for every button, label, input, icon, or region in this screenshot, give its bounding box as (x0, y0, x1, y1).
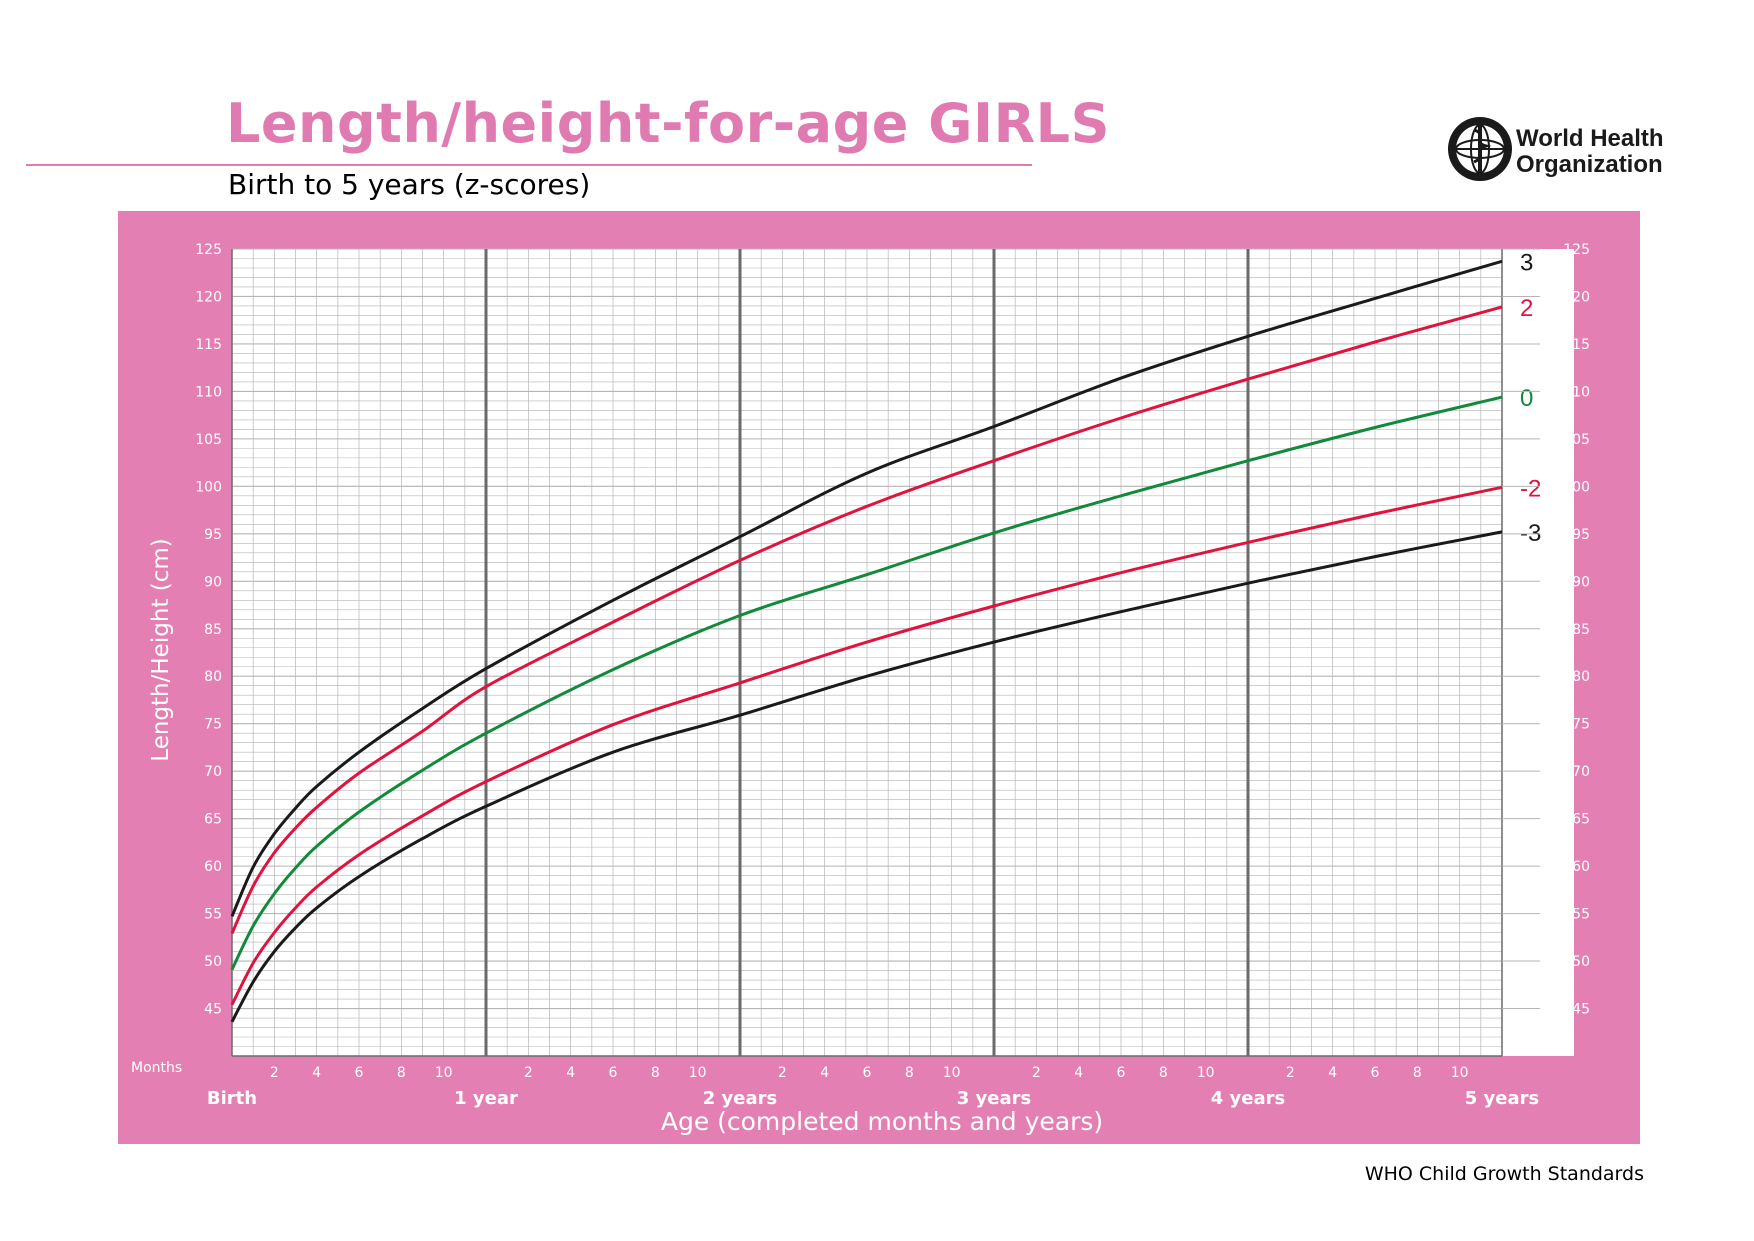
y-tick-label: 100 (195, 479, 222, 495)
x-axis: 2 4 6 8 10 2 4 6 8 10 2 4 6 8 10 2 4 6 8 10 2 4 6 8 10 Birth 1 yea… (207, 1065, 1539, 1109)
y-tick-label-right: 85 (1572, 622, 1590, 638)
month-tick-label: 2 (1286, 1065, 1295, 1081)
y-tick-label-right: 50 (1572, 954, 1590, 970)
y-tick-label-right: 125 (1563, 242, 1590, 258)
year-label: Birth (207, 1088, 257, 1109)
y-tick-label: 115 (195, 337, 222, 353)
grid-fine (231, 248, 1503, 1057)
y-axis-right: 45 50 55 60 65 70 75 80 85 90 95 100 105 110 115 120 125 (1502, 242, 1590, 1018)
y-tick-label-right: 70 (1572, 764, 1590, 780)
y-tick-label-right: 115 (1563, 337, 1590, 353)
month-tick-label: 6 (1371, 1065, 1380, 1081)
y-tick-label: 90 (204, 574, 222, 590)
z-score-curves (230, 259, 1503, 1023)
month-tick-label: 10 (435, 1065, 453, 1081)
month-tick-label: 10 (1451, 1065, 1469, 1081)
month-tick-label: 10 (1197, 1065, 1215, 1081)
z-score-label-3: 3 (1520, 249, 1533, 276)
y-tick-label: 70 (204, 764, 222, 780)
who-logo-line1: World Health (1516, 125, 1664, 152)
year-label: 4 years (1211, 1088, 1285, 1109)
y-tick-label: 55 (204, 907, 222, 923)
y-tick-label: 125 (195, 242, 222, 258)
y-tick-label-right: 120 (1563, 289, 1590, 305)
month-tick-label: 2 (778, 1065, 787, 1081)
y-tick-label: 65 (204, 812, 222, 828)
chart-title: Length/height-for-age GIRLS (226, 92, 1110, 155)
month-tick-label: 6 (1117, 1065, 1126, 1081)
chart-subtitle: Birth to 5 years (z-scores) (228, 168, 591, 201)
y-tick-label-right: 55 (1572, 907, 1590, 923)
z-score-label-2: 2 (1520, 295, 1533, 322)
year-label: 2 years (703, 1088, 777, 1109)
month-tick-label: 8 (1159, 1065, 1168, 1081)
y-tick-label-right: 105 (1563, 432, 1590, 448)
month-tick-label: 4 (1074, 1065, 1083, 1081)
y-tick-label-right: 65 (1572, 812, 1590, 828)
who-emblem-icon (1448, 117, 1512, 181)
title-underline (26, 164, 1032, 166)
month-tick-label: 4 (312, 1065, 321, 1081)
z-score-curve-0 (230, 395, 1503, 971)
y-tick-label: 80 (204, 669, 222, 685)
y-tick-label-right: 45 (1572, 1002, 1590, 1018)
who-logo-line2: Organization (1516, 151, 1663, 178)
y-tick-label: 110 (195, 384, 222, 400)
x-axis-title: Age (completed months and years) (661, 1107, 1103, 1136)
y-tick-label: 75 (204, 717, 222, 733)
month-tick-label: 4 (566, 1065, 575, 1081)
month-tick-label: 2 (270, 1065, 279, 1081)
y-tick-label-right: 90 (1572, 574, 1590, 590)
z-score-label-0: 0 (1520, 385, 1533, 412)
year-label: 5 years (1465, 1088, 1539, 1109)
plot-area (232, 249, 1574, 1056)
month-tick-label: 8 (905, 1065, 914, 1081)
month-tick-label: 4 (1328, 1065, 1337, 1081)
y-tick-label: 60 (204, 859, 222, 875)
y-tick-label-right: 100 (1563, 479, 1590, 495)
y-axis-left: 45 50 55 60 65 70 75 80 85 90 95 100 105 110 115 120 125 (195, 242, 222, 1018)
month-tick-label: 8 (397, 1065, 406, 1081)
month-tick-label: 6 (609, 1065, 618, 1081)
y-tick-label-right: 60 (1572, 859, 1590, 875)
z-score-label--2: -2 (1520, 475, 1541, 502)
y-tick-label: 85 (204, 622, 222, 638)
y-tick-label: 105 (195, 432, 222, 448)
y-tick-label-right: 95 (1572, 527, 1590, 543)
grid-major (231, 249, 1503, 1057)
month-tick-label: 2 (524, 1065, 533, 1081)
year-label: 1 year (454, 1088, 518, 1109)
month-tick-label: 8 (1413, 1065, 1422, 1081)
month-tick-label: 10 (943, 1065, 961, 1081)
y-tick-label: 95 (204, 527, 222, 543)
z-score-curve--2 (230, 485, 1503, 1006)
month-tick-label: 8 (651, 1065, 660, 1081)
month-tick-label: 10 (689, 1065, 707, 1081)
z-score-curve-2 (230, 305, 1503, 935)
who-logo: World Health Organization (1448, 117, 1664, 181)
footer-source: WHO Child Growth Standards (1364, 1163, 1644, 1185)
month-tick-label: 4 (820, 1065, 829, 1081)
months-label: Months (131, 1060, 182, 1076)
year-label: 3 years (957, 1088, 1031, 1109)
z-score-curve--3 (230, 530, 1503, 1023)
y-tick-label: 45 (204, 1002, 222, 1018)
y-axis-title: Length/Height (cm) (148, 538, 174, 761)
month-tick-label: 6 (355, 1065, 364, 1081)
z-score-curve-3 (230, 259, 1503, 917)
y-tick-label: 120 (195, 289, 222, 305)
y-tick-label-right: 110 (1563, 384, 1590, 400)
month-tick-label: 2 (1032, 1065, 1041, 1081)
month-tick-label: 6 (863, 1065, 872, 1081)
y-tick-label-right: 80 (1572, 669, 1590, 685)
y-tick-label: 50 (204, 954, 222, 970)
y-tick-label-right: 75 (1572, 717, 1590, 733)
